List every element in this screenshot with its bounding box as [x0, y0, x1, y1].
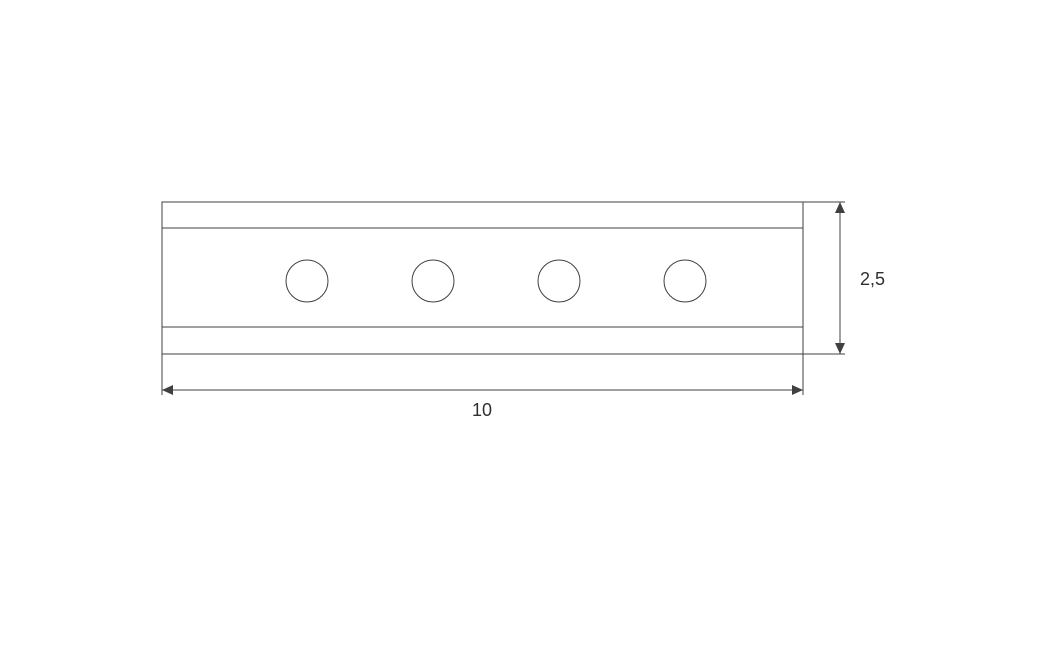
dim-width: 10 [162, 354, 803, 420]
holes-group [286, 260, 706, 302]
arrow-right-icon [792, 385, 803, 395]
hole-2 [412, 260, 454, 302]
dim-height: 2,5 [803, 202, 885, 354]
hole-1 [286, 260, 328, 302]
part-outline [162, 202, 803, 354]
arrow-down-icon [835, 343, 845, 354]
dim-height-label: 2,5 [860, 269, 885, 289]
drawing-canvas: 10 2,5 [0, 0, 1040, 648]
arrow-left-icon [162, 385, 173, 395]
technical-drawing-svg: 10 2,5 [0, 0, 1040, 648]
hole-4 [664, 260, 706, 302]
arrow-up-icon [835, 202, 845, 213]
hole-3 [538, 260, 580, 302]
dim-width-label: 10 [472, 400, 492, 420]
